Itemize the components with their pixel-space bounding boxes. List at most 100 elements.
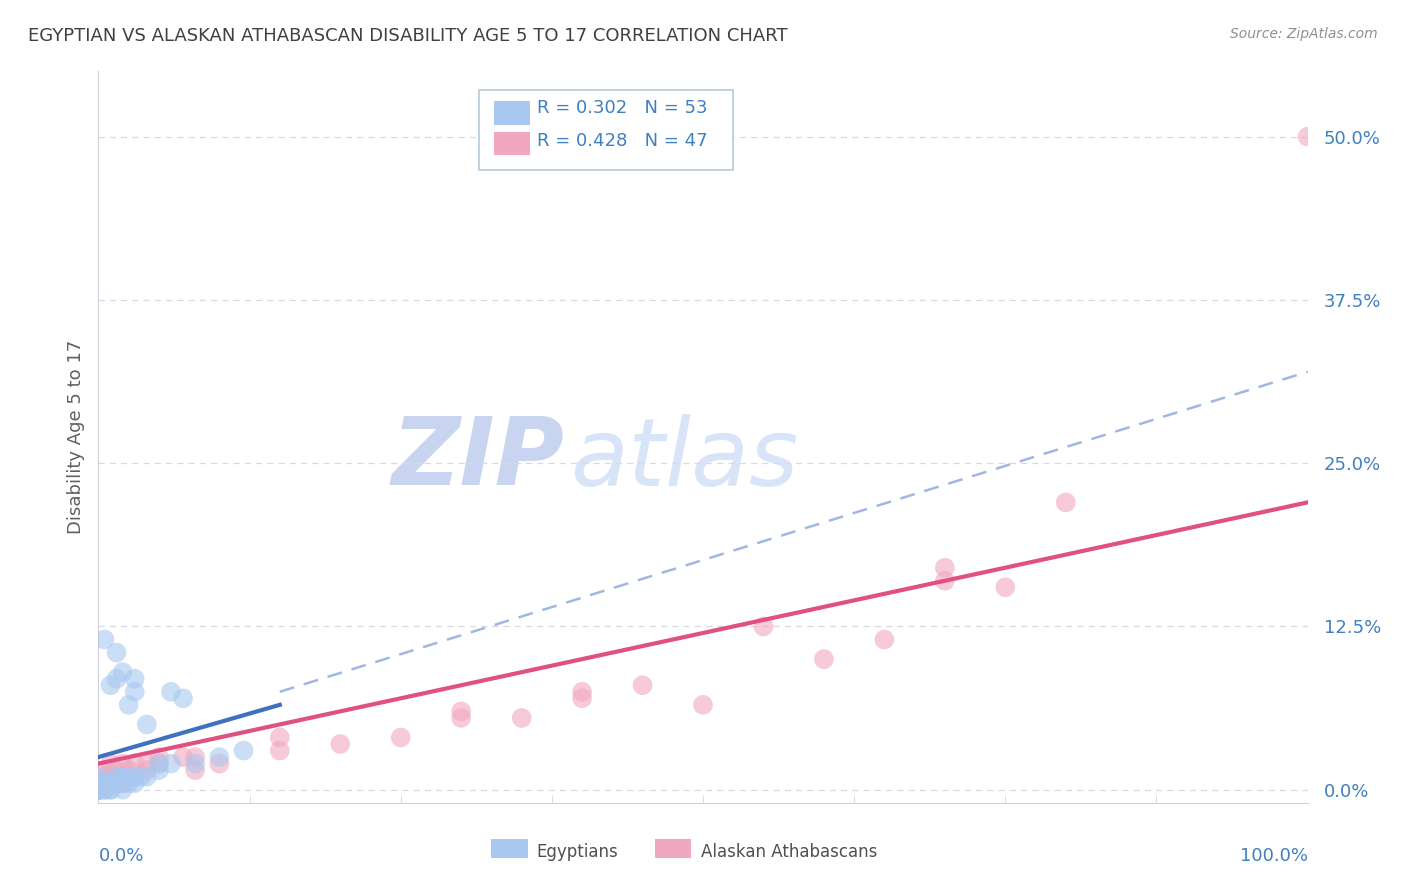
Point [135, 770, 157, 784]
Point [111, 776, 134, 790]
Point [87, 782, 110, 797]
Point [105, 763, 128, 777]
Point [93, 770, 115, 784]
Point [184, 756, 207, 771]
Text: 0.0%: 0.0% [98, 847, 143, 864]
Point [813, 652, 835, 666]
FancyBboxPatch shape [494, 102, 530, 125]
Point [87, 776, 110, 790]
Point [87, 782, 110, 797]
Y-axis label: Disability Age 5 to 17: Disability Age 5 to 17 [66, 340, 84, 534]
Text: EGYPTIAN VS ALASKAN ATHABASCAN DISABILITY AGE 5 TO 17 CORRELATION CHART: EGYPTIAN VS ALASKAN ATHABASCAN DISABILIT… [28, 27, 787, 45]
Point [124, 770, 146, 784]
Point [934, 574, 956, 588]
Point [87, 782, 110, 797]
Point [105, 776, 128, 790]
Point [269, 743, 291, 757]
Point [124, 685, 146, 699]
Point [111, 782, 134, 797]
Point [100, 756, 122, 771]
Point [100, 782, 122, 797]
Point [450, 711, 472, 725]
Text: Alaskan Athabascans: Alaskan Athabascans [700, 843, 877, 861]
FancyBboxPatch shape [494, 132, 530, 155]
Point [87, 782, 110, 797]
Point [631, 678, 654, 692]
Point [87, 782, 110, 797]
Point [172, 691, 194, 706]
Point [87, 782, 110, 797]
Point [1296, 129, 1319, 144]
Point [118, 770, 141, 784]
Point [100, 782, 122, 797]
Point [111, 665, 134, 680]
Point [105, 770, 128, 784]
Point [100, 776, 122, 790]
Point [87, 776, 110, 790]
Point [232, 743, 254, 757]
Point [118, 770, 141, 784]
Point [329, 737, 352, 751]
Point [148, 756, 170, 771]
Point [93, 776, 115, 790]
Point [160, 756, 183, 771]
Point [111, 770, 134, 784]
Point [135, 756, 157, 771]
Point [148, 763, 170, 777]
Point [93, 776, 115, 790]
Point [87, 782, 110, 797]
FancyBboxPatch shape [479, 90, 734, 170]
Point [87, 782, 110, 797]
Point [1054, 495, 1077, 509]
Text: R = 0.302   N = 53: R = 0.302 N = 53 [537, 99, 707, 117]
Text: ZIP: ZIP [391, 413, 564, 505]
Point [124, 770, 146, 784]
Text: R = 0.428   N = 47: R = 0.428 N = 47 [537, 132, 709, 150]
Point [135, 763, 157, 777]
Point [118, 763, 141, 777]
Point [100, 770, 122, 784]
Point [184, 763, 207, 777]
Point [389, 731, 412, 745]
Point [87, 782, 110, 797]
Point [100, 678, 122, 692]
Point [118, 776, 141, 790]
Point [934, 560, 956, 574]
FancyBboxPatch shape [655, 839, 690, 858]
Point [111, 770, 134, 784]
Point [93, 782, 115, 797]
Point [93, 782, 115, 797]
Point [269, 731, 291, 745]
Point [172, 750, 194, 764]
Point [160, 685, 183, 699]
Point [105, 770, 128, 784]
Point [87, 782, 110, 797]
Point [100, 776, 122, 790]
Text: Source: ZipAtlas.com: Source: ZipAtlas.com [1230, 27, 1378, 41]
Point [692, 698, 714, 712]
Point [87, 782, 110, 797]
Point [118, 698, 141, 712]
Point [135, 717, 157, 731]
Point [129, 770, 152, 784]
Point [100, 776, 122, 790]
Point [873, 632, 896, 647]
Point [105, 776, 128, 790]
Point [105, 672, 128, 686]
Text: Egyptians: Egyptians [536, 843, 617, 861]
Point [208, 756, 231, 771]
Point [208, 750, 231, 764]
Point [93, 763, 115, 777]
Point [93, 776, 115, 790]
Point [752, 619, 775, 633]
Point [148, 756, 170, 771]
Point [87, 770, 110, 784]
Point [93, 632, 115, 647]
Text: atlas: atlas [569, 414, 799, 505]
Point [111, 776, 134, 790]
Point [87, 782, 110, 797]
Point [571, 691, 593, 706]
Text: 100.0%: 100.0% [1240, 847, 1308, 864]
Point [87, 782, 110, 797]
Point [124, 776, 146, 790]
